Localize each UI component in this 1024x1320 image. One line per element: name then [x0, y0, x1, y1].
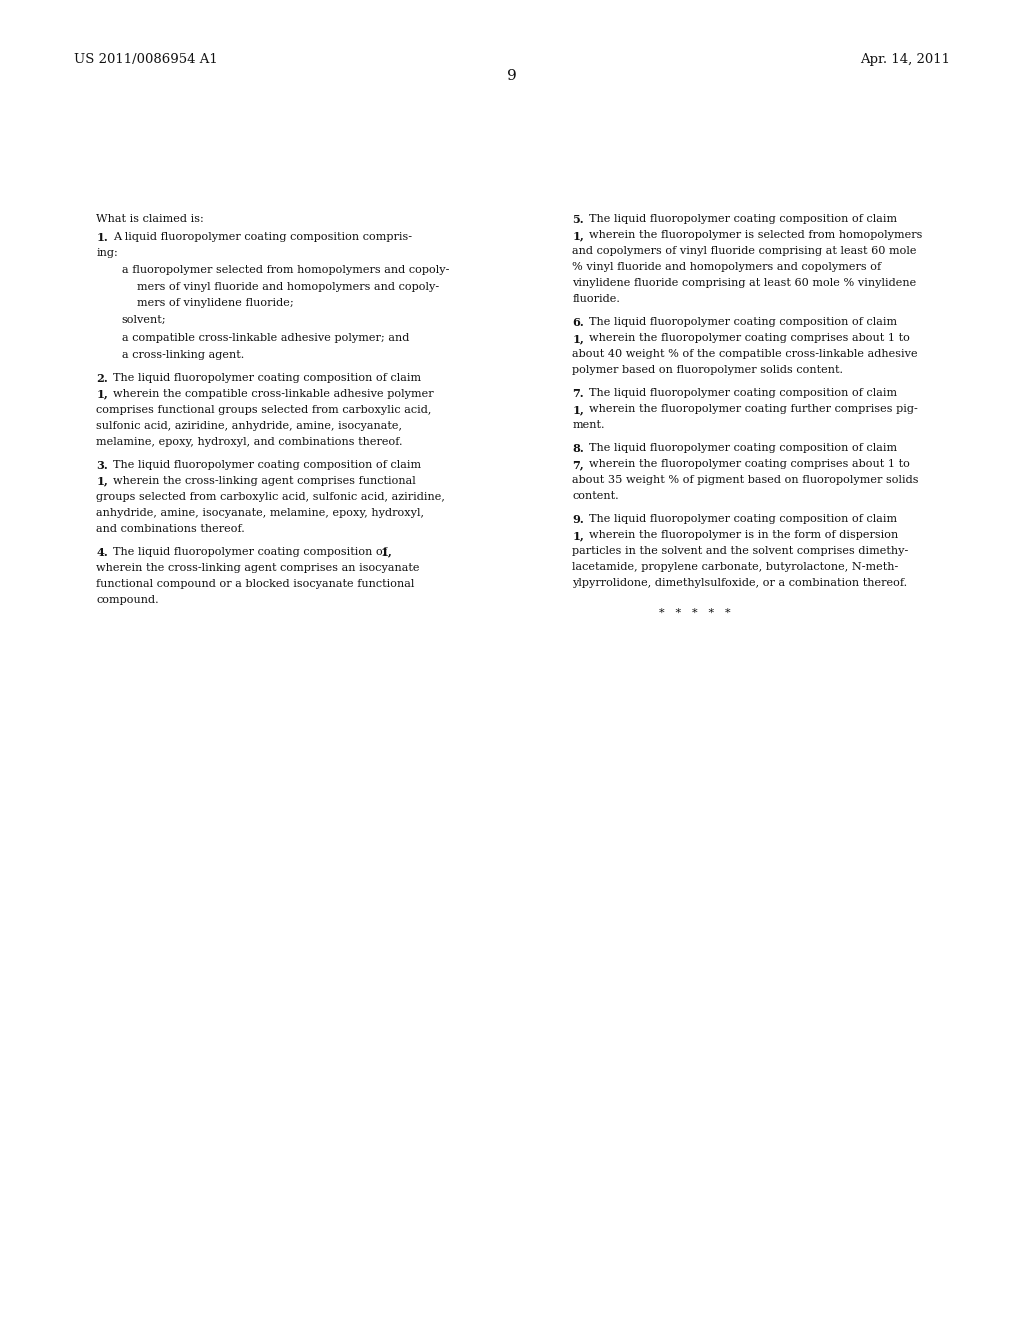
Text: wherein the fluoropolymer is in the form of dispersion: wherein the fluoropolymer is in the form… [589, 531, 898, 540]
Text: 1,: 1, [96, 388, 109, 400]
Text: lacetamide, propylene carbonate, butyrolactone, N-meth-: lacetamide, propylene carbonate, butyrol… [572, 562, 899, 573]
Text: 9.: 9. [572, 513, 584, 525]
Text: wherein the compatible cross-linkable adhesive polymer: wherein the compatible cross-linkable ad… [113, 388, 433, 399]
Text: US 2011/0086954 A1: US 2011/0086954 A1 [74, 53, 217, 66]
Text: wherein the fluoropolymer coating comprises about 1 to: wherein the fluoropolymer coating compri… [589, 333, 909, 343]
Text: ylpyrrolidone, dimethylsulfoxide, or a combination thereof.: ylpyrrolidone, dimethylsulfoxide, or a c… [572, 578, 907, 589]
Text: wherein the cross-linking agent comprises an isocyanate: wherein the cross-linking agent comprise… [96, 562, 420, 573]
Text: 8.: 8. [572, 444, 584, 454]
Text: The liquid fluoropolymer coating composition of: The liquid fluoropolymer coating composi… [113, 546, 386, 557]
Text: 1,: 1, [572, 531, 585, 541]
Text: comprises functional groups selected from carboxylic acid,: comprises functional groups selected fro… [96, 405, 432, 414]
Text: polymer based on fluoropolymer solids content.: polymer based on fluoropolymer solids co… [572, 366, 844, 375]
Text: about 35 weight % of pigment based on fluoropolymer solids: about 35 weight % of pigment based on fl… [572, 475, 919, 486]
Text: What is claimed is:: What is claimed is: [96, 214, 204, 224]
Text: ing:: ing: [96, 248, 118, 257]
Text: 1,: 1, [572, 333, 585, 345]
Text: anhydride, amine, isocyanate, melamine, epoxy, hydroxyl,: anhydride, amine, isocyanate, melamine, … [96, 508, 424, 517]
Text: content.: content. [572, 491, 620, 502]
Text: wherein the fluoropolymer coating further comprises pig-: wherein the fluoropolymer coating furthe… [589, 404, 918, 414]
Text: 1,: 1, [96, 475, 109, 487]
Text: The liquid fluoropolymer coating composition of claim: The liquid fluoropolymer coating composi… [589, 444, 897, 453]
Text: mers of vinylidene fluoride;: mers of vinylidene fluoride; [137, 298, 294, 308]
Text: 1,: 1, [572, 404, 585, 416]
Text: ment.: ment. [572, 420, 605, 430]
Text: The liquid fluoropolymer coating composition of claim: The liquid fluoropolymer coating composi… [589, 317, 897, 327]
Text: wherein the fluoropolymer coating comprises about 1 to: wherein the fluoropolymer coating compri… [589, 459, 909, 469]
Text: groups selected from carboxylic acid, sulfonic acid, aziridine,: groups selected from carboxylic acid, su… [96, 492, 445, 502]
Text: *   *   *   *   *: * * * * * [659, 607, 731, 618]
Text: % vinyl fluoride and homopolymers and copolymers of: % vinyl fluoride and homopolymers and co… [572, 263, 882, 272]
Text: fluoride.: fluoride. [572, 294, 621, 305]
Text: vinylidene fluoride comprising at least 60 mole % vinylidene: vinylidene fluoride comprising at least … [572, 279, 916, 288]
Text: 6.: 6. [572, 317, 584, 329]
Text: 4.: 4. [96, 546, 108, 558]
Text: wherein the cross-linking agent comprises functional: wherein the cross-linking agent comprise… [113, 475, 416, 486]
Text: The liquid fluoropolymer coating composition of claim: The liquid fluoropolymer coating composi… [113, 372, 421, 383]
Text: 1,: 1, [381, 546, 393, 558]
Text: functional compound or a blocked isocyanate functional: functional compound or a blocked isocyan… [96, 579, 415, 589]
Text: 7.: 7. [572, 388, 584, 399]
Text: and copolymers of vinyl fluoride comprising at least 60 mole: and copolymers of vinyl fluoride compris… [572, 246, 916, 256]
Text: The liquid fluoropolymer coating composition of claim: The liquid fluoropolymer coating composi… [113, 459, 421, 470]
Text: 1.: 1. [96, 232, 108, 243]
Text: solvent;: solvent; [122, 315, 167, 325]
Text: 3.: 3. [96, 459, 108, 471]
Text: a compatible cross-linkable adhesive polymer; and: a compatible cross-linkable adhesive pol… [122, 333, 410, 342]
Text: 1,: 1, [572, 230, 585, 242]
Text: Apr. 14, 2011: Apr. 14, 2011 [860, 53, 950, 66]
Text: The liquid fluoropolymer coating composition of claim: The liquid fluoropolymer coating composi… [589, 388, 897, 399]
Text: The liquid fluoropolymer coating composition of claim: The liquid fluoropolymer coating composi… [589, 513, 897, 524]
Text: wherein the fluoropolymer is selected from homopolymers: wherein the fluoropolymer is selected fr… [589, 230, 923, 240]
Text: 7,: 7, [572, 459, 584, 470]
Text: 9: 9 [507, 69, 517, 83]
Text: A liquid fluoropolymer coating composition compris-: A liquid fluoropolymer coating compositi… [113, 232, 412, 242]
Text: about 40 weight % of the compatible cross-linkable adhesive: about 40 weight % of the compatible cros… [572, 350, 919, 359]
Text: mers of vinyl fluoride and homopolymers and copoly-: mers of vinyl fluoride and homopolymers … [137, 281, 439, 292]
Text: melamine, epoxy, hydroxyl, and combinations thereof.: melamine, epoxy, hydroxyl, and combinati… [96, 437, 402, 447]
Text: and combinations thereof.: and combinations thereof. [96, 524, 245, 535]
Text: particles in the solvent and the solvent comprises dimethy-: particles in the solvent and the solvent… [572, 546, 908, 556]
Text: sulfonic acid, aziridine, anhydride, amine, isocyanate,: sulfonic acid, aziridine, anhydride, ami… [96, 421, 402, 430]
Text: The liquid fluoropolymer coating composition of claim: The liquid fluoropolymer coating composi… [589, 214, 897, 224]
Text: compound.: compound. [96, 595, 159, 605]
Text: 2.: 2. [96, 372, 108, 384]
Text: a fluoropolymer selected from homopolymers and copoly-: a fluoropolymer selected from homopolyme… [122, 265, 450, 276]
Text: 5.: 5. [572, 214, 584, 224]
Text: a cross-linking agent.: a cross-linking agent. [122, 350, 244, 360]
